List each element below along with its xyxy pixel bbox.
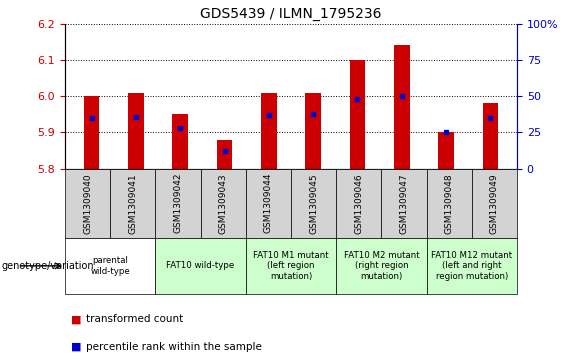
Bar	[65, 238, 155, 294]
Bar	[246, 169, 291, 238]
Text: ■: ■	[71, 314, 81, 325]
Bar	[261, 93, 277, 169]
Text: FAT10 M12 mutant
(left and right
region mutation): FAT10 M12 mutant (left and right region …	[431, 251, 512, 281]
Text: GSM1309047: GSM1309047	[399, 173, 408, 233]
Text: FAT10 wild-type: FAT10 wild-type	[167, 261, 234, 270]
Text: parental
wild-type: parental wild-type	[90, 256, 130, 276]
Bar	[438, 132, 454, 169]
Bar	[381, 169, 427, 238]
Bar	[427, 238, 517, 294]
Bar	[350, 60, 365, 169]
Bar	[128, 93, 144, 169]
Bar	[155, 238, 246, 294]
Bar	[483, 103, 498, 169]
Text: GSM1309045: GSM1309045	[309, 173, 318, 233]
Bar	[84, 96, 99, 169]
Title: GDS5439 / ILMN_1795236: GDS5439 / ILMN_1795236	[200, 7, 382, 21]
Bar	[394, 45, 410, 169]
Bar	[246, 238, 336, 294]
Text: transformed count: transformed count	[86, 314, 184, 325]
Text: GSM1309041: GSM1309041	[128, 173, 137, 233]
Text: FAT10 M2 mutant
(right region
mutation): FAT10 M2 mutant (right region mutation)	[344, 251, 419, 281]
Bar	[217, 140, 232, 169]
Text: ■: ■	[71, 342, 81, 352]
Bar	[110, 169, 155, 238]
Bar	[201, 169, 246, 238]
Text: GSM1309040: GSM1309040	[83, 173, 92, 233]
Text: GSM1309042: GSM1309042	[173, 173, 182, 233]
Bar	[472, 169, 517, 238]
Text: GSM1309049: GSM1309049	[490, 173, 499, 233]
Text: FAT10 M1 mutant
(left region
mutation): FAT10 M1 mutant (left region mutation)	[253, 251, 329, 281]
Bar	[291, 169, 336, 238]
Text: genotype/variation: genotype/variation	[1, 261, 94, 271]
Text: GSM1309046: GSM1309046	[354, 173, 363, 233]
Bar	[305, 93, 321, 169]
Bar	[427, 169, 472, 238]
Bar	[336, 238, 427, 294]
Bar	[336, 169, 381, 238]
Text: GSM1309048: GSM1309048	[445, 173, 454, 233]
Text: percentile rank within the sample: percentile rank within the sample	[86, 342, 262, 352]
Text: GSM1309044: GSM1309044	[264, 173, 273, 233]
Bar	[172, 114, 188, 169]
Bar	[65, 169, 110, 238]
Text: GSM1309043: GSM1309043	[219, 173, 228, 233]
Bar	[155, 169, 201, 238]
